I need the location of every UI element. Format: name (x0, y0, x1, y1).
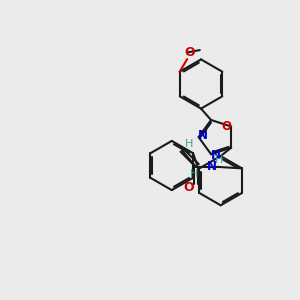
Text: N: N (211, 149, 220, 162)
Text: H: H (184, 139, 193, 148)
Text: N: N (198, 129, 208, 142)
Text: H: H (215, 155, 223, 165)
Text: N: N (207, 160, 217, 173)
Text: O: O (221, 120, 231, 133)
Text: O: O (184, 46, 195, 59)
Text: H: H (190, 169, 199, 179)
Text: O: O (184, 182, 194, 194)
